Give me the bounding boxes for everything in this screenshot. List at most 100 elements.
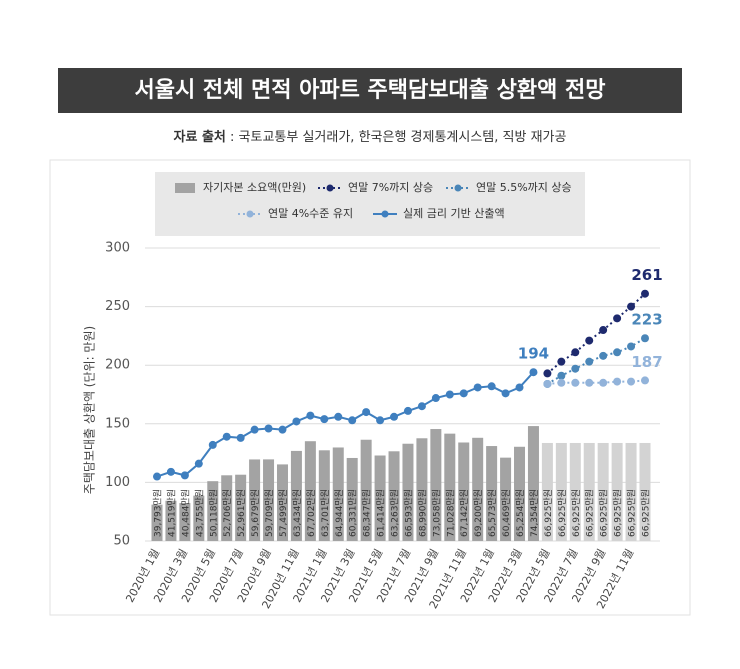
bar xyxy=(527,426,539,541)
bar xyxy=(500,457,512,541)
bar xyxy=(458,442,470,541)
point xyxy=(473,383,482,392)
y-axis-label: 주택담보대출 상환액 (단위: 만원) xyxy=(83,326,97,494)
bar xyxy=(555,442,567,541)
bar-value-label: 59,679만원 xyxy=(250,489,261,537)
bar xyxy=(625,442,637,541)
bar-value-label: 57,499만원 xyxy=(278,489,289,537)
legend-box xyxy=(155,172,585,236)
bar-value-label: 52,706만원 xyxy=(222,489,233,537)
bar xyxy=(611,442,623,541)
y-tick-label: 200 xyxy=(105,358,130,373)
bar-value-label: 68,990만원 xyxy=(417,489,428,537)
bar xyxy=(263,459,275,541)
point xyxy=(208,440,217,449)
bar xyxy=(472,437,484,541)
bar xyxy=(639,442,651,541)
point xyxy=(292,417,301,426)
legend-label: 연말 5.5%까지 상승 xyxy=(476,181,572,194)
bar xyxy=(569,442,581,541)
end-label: 261 xyxy=(631,266,662,284)
point xyxy=(557,371,566,380)
source-label: 자료 출처 xyxy=(174,129,226,145)
point xyxy=(599,326,608,335)
bar-value-label: 66,925만원 xyxy=(585,489,596,537)
bar xyxy=(179,503,191,541)
point xyxy=(641,334,649,343)
point xyxy=(585,378,594,387)
point xyxy=(571,378,580,387)
bar xyxy=(193,495,205,541)
legend-label: 자기자본 소요액(만원) xyxy=(203,181,306,194)
point xyxy=(194,459,203,468)
point xyxy=(627,302,636,311)
bar-value-label: 50,118만원 xyxy=(208,489,219,537)
point xyxy=(180,471,189,480)
bar-value-label: 66,593만원 xyxy=(403,489,414,537)
bar-value-label: 61,414만원 xyxy=(376,489,387,537)
bar-value-label: 66,925만원 xyxy=(613,489,624,537)
bar-value-label: 71,028만원 xyxy=(445,489,456,537)
bar-value-label: 67,142만원 xyxy=(459,489,470,537)
panel xyxy=(49,159,691,616)
bar-value-label: 41,519만원 xyxy=(166,489,177,537)
bar-value-label: 66,925만원 xyxy=(641,489,652,537)
bar-value-label: 65,254만원 xyxy=(515,489,526,537)
bar xyxy=(346,457,358,541)
point xyxy=(543,369,552,378)
point xyxy=(445,390,454,399)
point xyxy=(153,472,161,481)
point xyxy=(320,415,329,424)
point xyxy=(585,357,594,366)
point xyxy=(417,402,426,411)
point xyxy=(487,382,496,391)
bar-value-label: 65,573만원 xyxy=(487,489,498,537)
bar xyxy=(304,441,316,541)
end-label: 223 xyxy=(631,311,662,329)
bar xyxy=(374,455,386,541)
y-tick-label: 250 xyxy=(105,299,130,314)
point xyxy=(557,378,566,387)
point xyxy=(543,379,552,388)
bar-value-label: 66,925만원 xyxy=(571,489,582,537)
bar-value-label: 63,263만원 xyxy=(390,489,401,537)
y-tick-label: 150 xyxy=(105,416,130,431)
bar-value-label: 68,347만원 xyxy=(362,489,373,537)
point xyxy=(599,378,608,387)
bar-value-label: 63,701만원 xyxy=(320,489,331,537)
bar xyxy=(388,451,400,541)
bar xyxy=(332,447,344,541)
y-tick-label: 50 xyxy=(113,534,130,549)
legend-label: 연말 4%수준 유지 xyxy=(268,207,353,220)
point xyxy=(306,411,315,420)
point xyxy=(613,314,622,323)
y-tick-label: 100 xyxy=(105,475,130,490)
point xyxy=(641,289,649,298)
bar-value-label: 60,469만원 xyxy=(501,489,512,537)
bar xyxy=(249,459,261,541)
point xyxy=(431,394,440,403)
bar-value-label: 63,434만원 xyxy=(292,489,303,537)
bar xyxy=(221,475,233,541)
point xyxy=(501,389,510,398)
source-text: : 국토교통부 실거래가, 한국은행 경제통계시스템, 직방 재가공 xyxy=(226,129,567,145)
point xyxy=(376,416,385,425)
title-banner xyxy=(58,68,682,113)
bar xyxy=(597,442,609,541)
bar xyxy=(514,446,526,541)
bar xyxy=(583,442,595,541)
bar-value-label: 66,925만원 xyxy=(599,489,610,537)
bar xyxy=(416,438,428,541)
bar-value-label: 40,484만원 xyxy=(180,489,191,537)
bar xyxy=(402,443,414,541)
legend-label: 실제 금리 기반 산출액 xyxy=(403,207,505,220)
chart-title: 서울시 전체 면적 아파트 주택담보대출 상환액 전망 xyxy=(135,78,606,103)
bar-value-label: 60,331만원 xyxy=(348,489,359,537)
bar-value-label: 52,961만원 xyxy=(236,489,247,537)
point xyxy=(585,336,594,345)
point xyxy=(250,425,259,434)
bar-value-label: 66,925만원 xyxy=(627,489,638,537)
point xyxy=(627,377,636,386)
bar-value-label: 67,702만원 xyxy=(306,489,317,537)
point xyxy=(390,412,399,421)
